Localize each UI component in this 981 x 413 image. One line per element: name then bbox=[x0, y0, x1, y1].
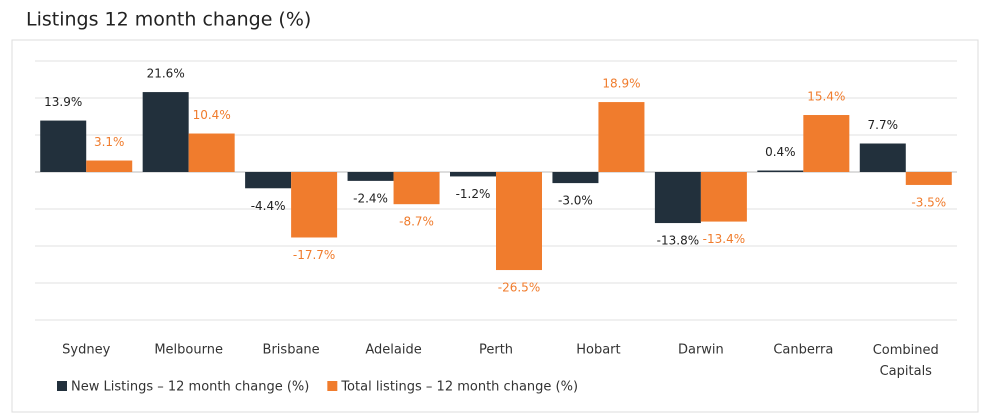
x-tick-label: Darwin bbox=[678, 343, 724, 358]
data-label: -3.0% bbox=[558, 194, 593, 208]
bar bbox=[803, 115, 850, 172]
chart-title: Listings 12 month change (%) bbox=[26, 9, 311, 31]
data-label: -13.8% bbox=[657, 234, 699, 248]
bar bbox=[654, 172, 701, 224]
data-label: -13.4% bbox=[703, 232, 745, 246]
x-tick-label: Combined Capitals bbox=[873, 343, 939, 379]
bar bbox=[859, 143, 906, 172]
data-label: -2.4% bbox=[353, 191, 388, 205]
bar bbox=[757, 170, 804, 172]
data-label: -17.7% bbox=[293, 248, 335, 262]
bar bbox=[496, 172, 542, 271]
bar bbox=[40, 120, 87, 172]
x-tick-label: Perth bbox=[479, 343, 513, 358]
bar bbox=[552, 172, 599, 184]
legend-swatch bbox=[57, 381, 67, 391]
data-label: 13.9% bbox=[44, 95, 82, 109]
legend-swatch bbox=[327, 381, 338, 391]
data-label: -4.4% bbox=[251, 199, 286, 213]
x-tick-label: Adelaide bbox=[365, 343, 421, 358]
bar bbox=[700, 172, 747, 222]
chart-frame bbox=[11, 39, 979, 413]
bar bbox=[142, 92, 189, 172]
x-tick-label: Canberra bbox=[773, 343, 833, 358]
data-label: 0.4% bbox=[765, 145, 796, 159]
data-label: -8.7% bbox=[399, 215, 434, 229]
legend-label: New Listings – 12 month change (%) bbox=[71, 380, 309, 395]
data-label: 21.6% bbox=[147, 67, 185, 81]
bar bbox=[393, 172, 440, 205]
data-label: 18.9% bbox=[602, 77, 640, 91]
data-label: 7.7% bbox=[868, 118, 899, 132]
data-label: -26.5% bbox=[498, 281, 540, 295]
data-label: 15.4% bbox=[807, 90, 845, 104]
data-label: -1.2% bbox=[456, 187, 491, 201]
bar bbox=[245, 172, 292, 189]
bar bbox=[86, 160, 133, 172]
bar bbox=[598, 102, 645, 172]
x-tick-label: Sydney bbox=[62, 343, 110, 358]
x-tick-label: Brisbane bbox=[263, 343, 320, 358]
bar bbox=[450, 172, 496, 177]
bar bbox=[347, 172, 394, 181]
data-label: -3.5% bbox=[911, 195, 946, 209]
bar bbox=[188, 133, 235, 172]
x-tick-label: Hobart bbox=[576, 343, 620, 358]
legend-label: Total listings – 12 month change (%) bbox=[340, 380, 578, 395]
x-tick-label: Melbourne bbox=[154, 343, 223, 358]
data-label: 10.4% bbox=[193, 108, 231, 122]
bar bbox=[291, 172, 338, 238]
bar bbox=[905, 172, 952, 185]
data-label: 3.1% bbox=[94, 135, 125, 149]
